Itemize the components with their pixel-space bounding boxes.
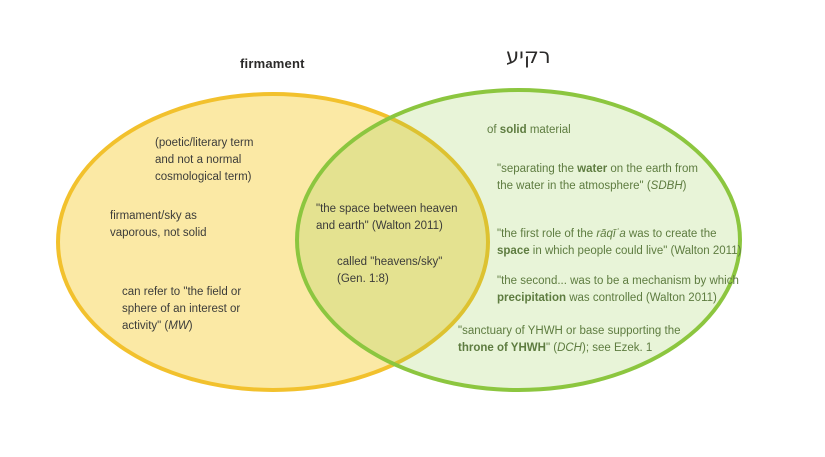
note-field-or-sphere: can refer to "the field or sphere of an i… — [122, 286, 242, 332]
note-space-between-heaven: "the space between heaven and earth" (Wal… — [316, 203, 458, 232]
note-sanctuary-yhwh: "sanctuary of YHWH or base supporting th… — [458, 325, 681, 354]
raqia-ellipse — [295, 88, 742, 392]
firmament-title: firmament — [240, 56, 305, 71]
note-called-heavens-sky: called "heavens/sky" (Gen. 1:8) — [337, 256, 443, 285]
note-second-role: "the second... was to be a mechanism by … — [497, 275, 739, 304]
note-solid-material: of solid material — [487, 124, 571, 136]
note-separating-water: "separating the water on the earth from t… — [497, 163, 698, 192]
note-poetic-term: (poetic/literary term and not a normal cos… — [155, 137, 254, 183]
note-vaporous-not-solid: firmament/sky as vaporous, not solid — [110, 210, 207, 239]
raqia-title: רקיע — [506, 44, 551, 68]
note-first-role: "the first role of the rāqīʿa was to cre… — [497, 228, 742, 257]
